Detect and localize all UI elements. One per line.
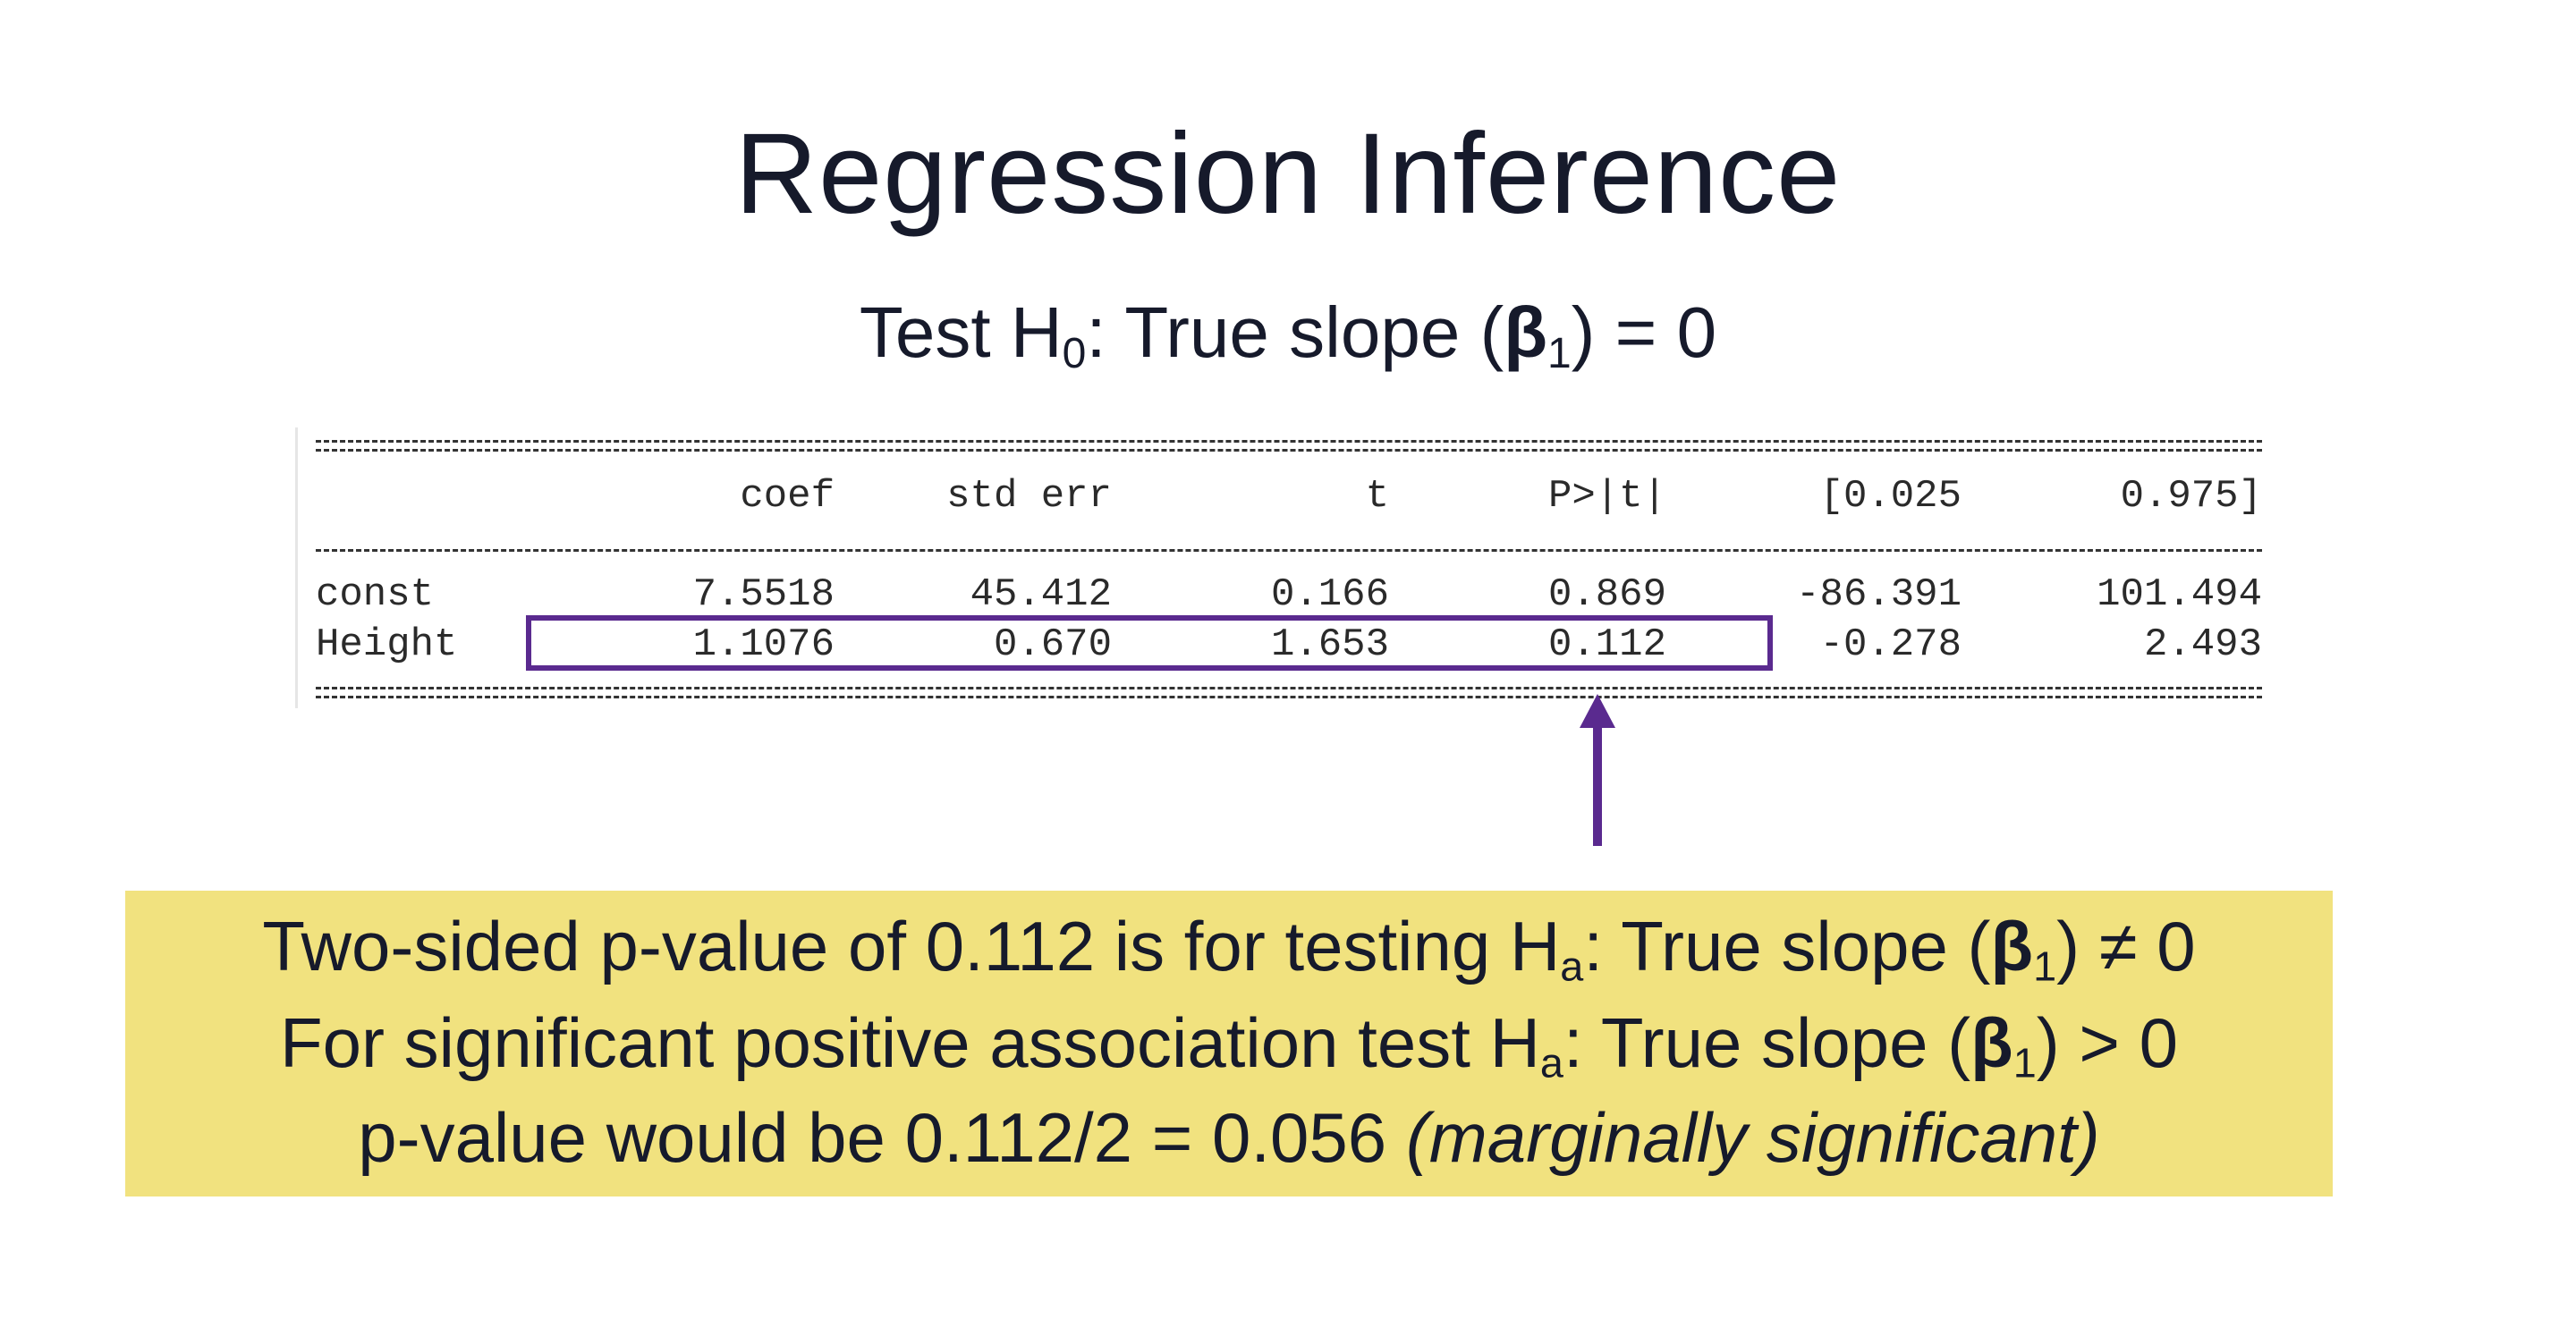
column-header: t [1365,474,1389,519]
explanation-callout: Two-sided p-value of 0.112 is for testin… [125,891,2333,1196]
table-header-rule [316,549,2262,552]
table-top-rule-2 [316,449,2262,452]
subtitle-prefix: Test H [859,292,1063,372]
callout-line-1-mid: : True slope ( [1583,907,1991,985]
table-cell: 0.869 [1547,572,1666,617]
table-cell: -86.391 [1796,572,1962,617]
callout-line-3-text: p-value would be 0.112/2 = 0.056 [358,1098,1406,1177]
callout-line-1: Two-sided p-value of 0.112 is for testin… [125,901,2333,991]
subtitle-h-subscript: 0 [1062,330,1087,377]
callout-line-1-text: Two-sided p-value of 0.112 is for testin… [262,907,1561,985]
column-header: 0.975] [2120,474,2262,519]
row-label: const [316,572,435,617]
callout-line-1-suffix: ) ≠ 0 [2056,907,2196,985]
callout-line-2-subscript: a [1539,1039,1563,1087]
callout-line-1-subscript: a [1560,943,1584,990]
callout-line-2-suffix: ) > 0 [2036,1003,2179,1082]
table-cell: 45.412 [970,572,1112,617]
slide-title: Regression Inference [734,110,1842,238]
callout-line-2: For significant positive association tes… [125,998,2333,1087]
table-cell: 0.112 [1547,622,1666,667]
column-header: coef [740,474,835,519]
height-row-highlight-box [526,615,1773,671]
callout-line-1-beta-subscript: 1 [2033,943,2057,990]
table-cell: 0.166 [1270,572,1389,617]
table-cell: 101.494 [2097,572,2262,617]
table-cell: -0.278 [1819,622,1962,667]
table-bottom-rule-2 [316,696,2262,698]
column-header: P>|t| [1547,474,1666,519]
subtitle-suffix: ) = 0 [1571,292,1717,372]
callout-line-2-beta: β [1970,1003,2013,1082]
callout-line-2-text: For significant positive association tes… [279,1003,1540,1082]
table-cell: 0.670 [993,622,1112,667]
table-bottom-rule [316,687,2262,689]
arrow-shaft [1593,715,1602,846]
callout-line-1-beta: β [1990,907,2034,985]
table-cell: 1.653 [1270,622,1389,667]
subtitle-beta: β [1504,292,1548,372]
column-header: [0.025 [1819,474,1962,519]
table-cell: 7.5518 [692,572,835,617]
subtitle-beta-subscript: 1 [1547,330,1572,377]
callout-line-3: p-value would be 0.112/2 = 0.056 (margin… [125,1093,2333,1182]
callout-line-2-beta-subscript: 1 [2012,1039,2037,1087]
table-cell: 2.493 [2143,622,2262,667]
column-header: std err [946,474,1112,519]
slide-subtitle: Test H0: True slope (β1) = 0 [0,288,2576,377]
callout-line-2-mid: : True slope ( [1563,1003,1971,1082]
table-cell: 1.1076 [692,622,835,667]
table-top-rule [316,440,2262,443]
row-label: Height [316,622,458,667]
callout-line-3-italic: (marginally significant) [1405,1098,2100,1177]
subtitle-mid: : True slope ( [1086,292,1504,372]
regression-table: coef std err t P>|t| [0.025 0.975] const… [295,427,2271,708]
